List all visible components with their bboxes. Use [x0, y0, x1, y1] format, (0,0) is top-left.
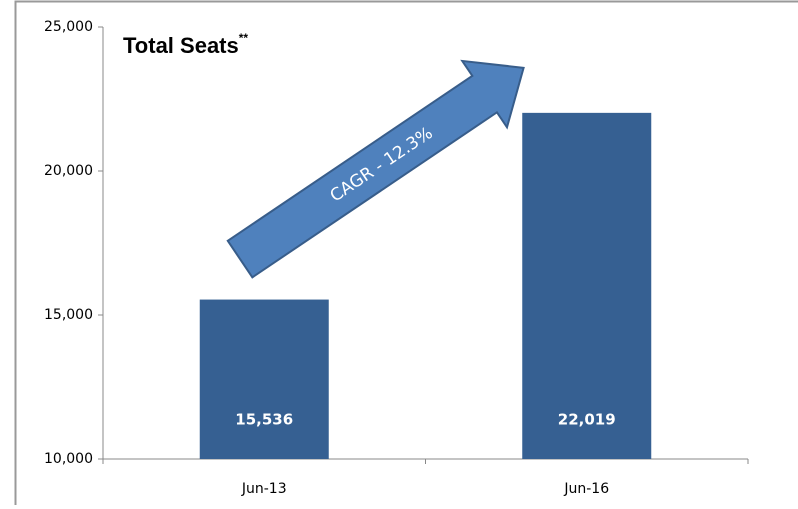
bar	[200, 300, 329, 459]
value-label: 22,019	[558, 411, 616, 429]
x-tick-label: Jun-16	[563, 481, 609, 497]
chart-frame	[16, 2, 798, 506]
y-tick-label: 25,000	[44, 19, 93, 35]
y-tick-label: 15,000	[44, 307, 93, 323]
cagr-arrow: CAGR - 12.3%	[218, 35, 546, 293]
value-label: 15,536	[235, 411, 293, 429]
x-tick-label: Jun-13	[241, 481, 287, 497]
y-tick-label: 20,000	[44, 163, 93, 179]
chart-title: Total Seats**	[123, 31, 248, 58]
bar	[522, 113, 651, 459]
y-tick-label: 10,000	[44, 451, 93, 467]
